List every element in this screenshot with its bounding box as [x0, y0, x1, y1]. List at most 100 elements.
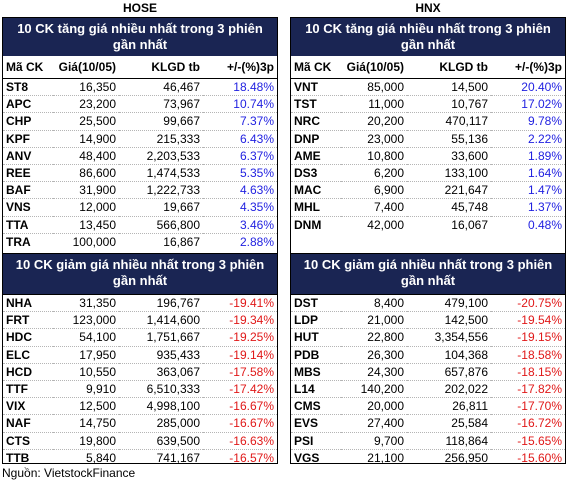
table-row: TTB 5,840 741,167 -16.57% — [3, 449, 277, 466]
stock-code: HCD — [6, 364, 32, 379]
change-pct: -16.57% — [229, 450, 274, 465]
table-row: TRA 100,000 16,867 2.88% — [3, 233, 277, 250]
table-row: KPF 14,900 215,333 6.43% — [3, 130, 277, 147]
avg-volume: 256,950 — [444, 450, 488, 465]
avg-volume: 73,967 — [163, 97, 200, 112]
avg-volume: 935,433 — [156, 347, 200, 362]
change-pct: 0.48% — [527, 217, 562, 232]
avg-volume: 470,117 — [445, 114, 489, 129]
avg-volume: 657,876 — [444, 364, 488, 379]
change-pct: 6.43% — [239, 131, 274, 146]
avg-volume: 26,811 — [452, 399, 488, 414]
stock-code: NAF — [6, 416, 31, 431]
hose-gainers-table: Mã CK Giá(10/05) KLGD tb +/-(%)3p ST8 16,… — [3, 56, 277, 250]
table-row: MAC 6,900 221,647 1.47% — [291, 181, 565, 199]
change-pct: -16.67% — [229, 416, 274, 431]
change-pct: -19.15% — [517, 330, 562, 345]
stock-code: DST — [294, 296, 318, 311]
table-row: FRT 123,000 1,414,600 -19.34% — [3, 311, 277, 329]
table-row: TST 11,000 10,767 17.02% — [291, 95, 565, 113]
table-row: ST8 16,350 46,467 18.48% — [3, 78, 277, 96]
table-row: ANV 48,400 2,203,533 6.37% — [3, 147, 277, 164]
change-pct: 2.22% — [527, 131, 562, 146]
hose-gainers-header-row: Mã CK Giá(10/05) KLGD tb +/-(%)3p — [3, 56, 277, 79]
stock-code: DS3 — [294, 166, 318, 181]
change-pct: 7.37% — [239, 114, 274, 129]
price: 7,400 — [373, 200, 404, 215]
col-header-volume: KLGD tb — [151, 60, 200, 74]
price: 26,300 — [367, 347, 404, 362]
stock-code: REE — [6, 166, 31, 181]
stock-code: TTF — [6, 382, 28, 397]
stock-code: TTA — [6, 217, 29, 232]
price: 11,000 — [368, 97, 404, 112]
stock-code: PDB — [294, 347, 320, 362]
table-row: TTF 9,910 6,510,333 -17.42% — [3, 380, 277, 397]
stock-code: TST — [294, 97, 317, 112]
stock-code: MHL — [294, 200, 320, 215]
change-pct: -19.54% — [517, 313, 562, 328]
stock-code: CTS — [6, 433, 30, 448]
table-row: CHP 25,500 99,667 7.37% — [3, 112, 277, 130]
change-pct: 4.35% — [239, 200, 274, 215]
price: 14,750 — [79, 416, 116, 431]
change-pct: 4.63% — [239, 183, 274, 198]
table-row: MHL 7,400 45,748 1.37% — [291, 198, 565, 216]
avg-volume: 1,751,667 — [146, 330, 200, 345]
col-header-change: +/-(%)3p — [514, 60, 562, 74]
table-row: VGS 21,100 256,950 -15.60% — [291, 449, 565, 466]
table-row: L14 140,200 202,022 -17.82% — [291, 380, 565, 397]
stock-code: BAF — [6, 183, 31, 198]
avg-volume: 33,600 — [451, 148, 488, 163]
change-pct: -15.60% — [517, 450, 562, 465]
avg-volume: 196,767 — [156, 296, 200, 311]
price: 17,950 — [79, 347, 116, 362]
stock-code: NHA — [6, 296, 32, 311]
price: 25,500 — [79, 114, 116, 129]
price: 5,840 — [85, 450, 116, 465]
avg-volume: 479,100 — [444, 296, 488, 311]
hose-losers-table: NHA 31,350 196,767 -19.41% FRT 123,000 1,414,6… — [3, 294, 277, 466]
hnx-losers-title: 10 CK giảm giá nhiều nhất trong 3 phiên … — [291, 254, 565, 294]
avg-volume: 45,748 — [451, 200, 488, 215]
price: 9,910 — [85, 382, 116, 397]
price: 12,500 — [79, 399, 116, 414]
stock-code: CMS — [294, 399, 321, 414]
table-row: CMS 20,000 26,811 -17.70% — [291, 397, 565, 415]
col-header-change: +/-(%)3p — [226, 60, 274, 74]
avg-volume: 142,500 — [444, 313, 488, 328]
price: 86,600 — [79, 166, 116, 181]
price: 6,200 — [373, 166, 404, 181]
price: 16,350 — [79, 80, 116, 95]
hose-losers-title: 10 CK giảm giá nhiều nhất trong 3 phiên … — [3, 254, 277, 294]
change-pct: -18.58% — [517, 347, 562, 362]
price: 42,000 — [367, 217, 404, 232]
stock-code: AME — [294, 148, 321, 163]
table-row: APC 23,200 73,967 10.74% — [3, 95, 277, 113]
change-pct: 1.37% — [527, 200, 562, 215]
table-row: REE 86,600 1,474,533 5.35% — [3, 164, 277, 181]
price: 54,100 — [79, 330, 116, 345]
table-row: EVS 27,400 25,584 -16.72% — [291, 414, 565, 432]
stock-code: HUT — [294, 330, 319, 345]
price: 85,000 — [367, 80, 404, 95]
price: 21,100 — [367, 450, 404, 465]
col-header-code: Mã CK — [294, 60, 332, 74]
stock-code: KPF — [6, 131, 30, 146]
price: 22,800 — [367, 330, 404, 345]
price: 140,200 — [360, 382, 404, 397]
hnx-gainers-panel: 10 CK tăng giá nhiều nhất trong 3 phiên … — [290, 17, 566, 254]
col-header-price: Giá(10/05) — [58, 60, 116, 74]
avg-volume: 221,647 — [444, 183, 488, 198]
hose-market-title: HOSE — [122, 1, 157, 15]
avg-volume: 566,800 — [156, 217, 200, 232]
table-row: VNS 12,000 19,667 4.35% — [3, 198, 277, 216]
stock-code: DNP — [294, 131, 320, 146]
table-row: DNM 42,000 16,067 0.48% — [291, 216, 565, 233]
hnx-gainers-header-row: Mã CK Giá(10/05) KLGD tb +/-(%)3p — [291, 56, 565, 79]
table-row: NRC 20,200 470,117 9.78% — [291, 112, 565, 130]
stock-code: DNM — [294, 217, 322, 232]
price: 20,200 — [367, 114, 404, 129]
stock-code: FRT — [6, 313, 30, 328]
hose-gainers-panel: 10 CK tăng giá nhiều nhất trong 3 phiên … — [2, 17, 278, 254]
